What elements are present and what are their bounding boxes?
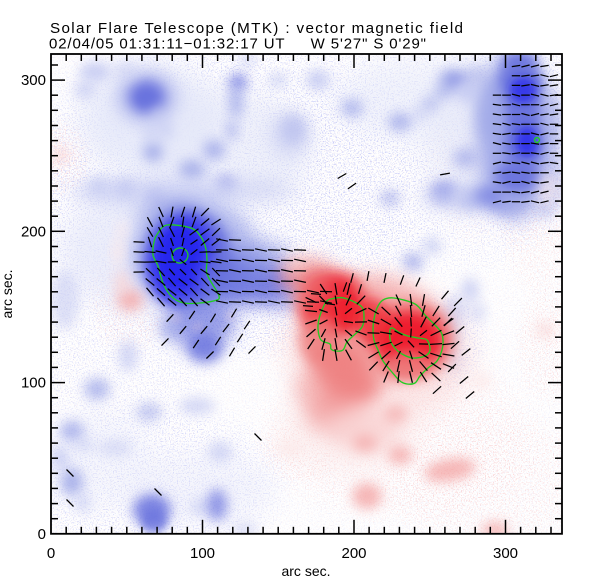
- svg-text:100: 100: [21, 375, 46, 392]
- svg-text:0: 0: [38, 526, 46, 543]
- svg-text:300: 300: [21, 72, 46, 89]
- svg-text:arc sec.: arc sec.: [0, 269, 15, 318]
- svg-text:200: 200: [341, 545, 366, 562]
- svg-text:300: 300: [493, 545, 518, 562]
- svg-text:02/04/05 01:31:11−01:32:17 UT: 02/04/05 01:31:11−01:32:17 UT W 5'27" S …: [49, 36, 426, 53]
- svg-text:arc sec.: arc sec.: [281, 563, 330, 579]
- svg-text:Solar Flare Telescope (MTK) :: Solar Flare Telescope (MTK) : vector mag…: [50, 20, 463, 37]
- svg-text:0: 0: [47, 545, 55, 562]
- svg-text:200: 200: [21, 223, 46, 240]
- svg-text:100: 100: [190, 545, 215, 562]
